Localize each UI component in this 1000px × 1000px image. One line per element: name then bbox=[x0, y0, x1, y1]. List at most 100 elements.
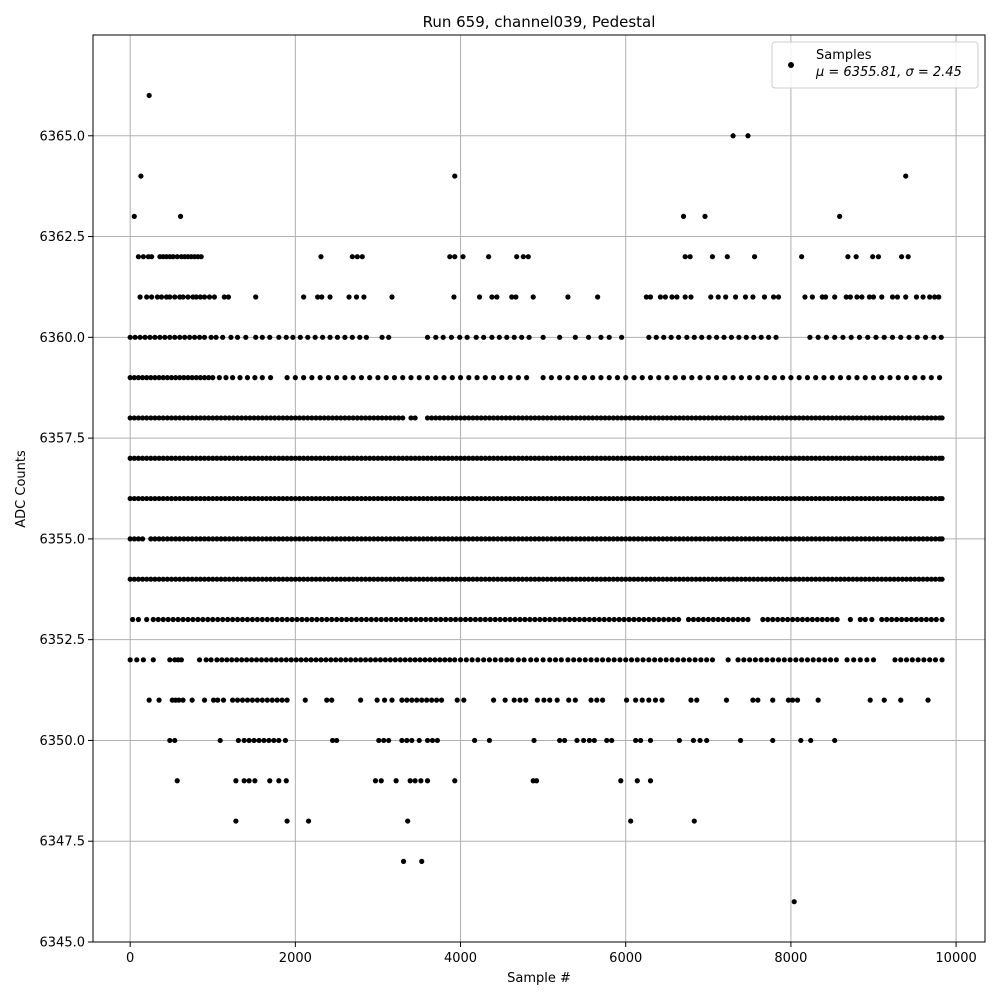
data-point bbox=[400, 576, 406, 582]
data-point bbox=[596, 616, 602, 623]
data-point bbox=[139, 375, 146, 381]
data-point bbox=[924, 536, 930, 542]
data-point bbox=[375, 495, 381, 502]
data-point bbox=[652, 455, 658, 461]
data-point bbox=[222, 415, 228, 421]
data-point bbox=[780, 616, 786, 623]
data-point bbox=[924, 455, 930, 461]
data-point bbox=[585, 455, 592, 461]
data-point bbox=[403, 616, 409, 623]
data-point bbox=[547, 697, 553, 703]
data-point bbox=[131, 455, 137, 461]
data-point bbox=[914, 334, 920, 340]
data-point bbox=[274, 616, 280, 623]
data-point bbox=[837, 536, 844, 542]
data-point bbox=[243, 536, 249, 542]
data-point bbox=[791, 899, 797, 905]
data-point bbox=[565, 657, 571, 663]
data-point bbox=[705, 576, 711, 582]
data-point bbox=[181, 576, 187, 582]
data-point bbox=[416, 576, 422, 582]
data-point bbox=[577, 576, 583, 582]
data-point bbox=[920, 536, 926, 542]
data-point bbox=[354, 576, 360, 582]
data-point bbox=[668, 536, 674, 542]
data-point bbox=[324, 697, 330, 703]
data-point bbox=[174, 778, 180, 784]
data-point bbox=[853, 254, 859, 260]
data-point bbox=[750, 697, 756, 703]
data-point bbox=[780, 455, 786, 461]
data-point bbox=[627, 495, 633, 502]
data-point bbox=[792, 415, 798, 421]
data-point bbox=[462, 455, 468, 461]
data-point bbox=[466, 536, 472, 542]
data-point bbox=[280, 495, 286, 502]
data-point bbox=[226, 455, 232, 461]
data-point bbox=[697, 495, 703, 502]
data-point bbox=[737, 737, 744, 744]
data-point bbox=[548, 495, 554, 502]
data-point bbox=[552, 455, 559, 461]
data-point bbox=[358, 415, 365, 421]
data-point bbox=[846, 536, 852, 542]
data-point bbox=[594, 415, 600, 421]
data-point bbox=[470, 576, 476, 582]
data-point bbox=[507, 576, 513, 582]
data-point bbox=[338, 455, 344, 461]
data-point bbox=[381, 697, 388, 703]
data-point bbox=[847, 616, 853, 623]
data-point bbox=[168, 495, 175, 502]
data-point bbox=[701, 536, 707, 542]
data-point bbox=[854, 415, 860, 421]
data-point bbox=[581, 576, 588, 582]
data-point bbox=[821, 415, 827, 421]
data-point bbox=[168, 455, 175, 461]
data-point bbox=[691, 334, 697, 340]
data-point bbox=[507, 375, 513, 381]
data-point bbox=[569, 495, 575, 502]
data-point bbox=[898, 697, 904, 703]
data-point bbox=[743, 334, 749, 340]
data-point bbox=[152, 375, 158, 381]
data-point bbox=[819, 616, 825, 623]
data-point bbox=[226, 495, 232, 502]
data-point bbox=[627, 415, 633, 421]
data-point bbox=[222, 495, 228, 502]
data-point bbox=[252, 375, 258, 381]
data-point bbox=[226, 536, 232, 542]
data-point bbox=[540, 375, 546, 381]
data-point bbox=[899, 495, 906, 502]
data-point bbox=[180, 697, 186, 703]
data-point bbox=[905, 254, 911, 260]
y-tick-label: 6347.5 bbox=[40, 835, 86, 850]
data-point bbox=[858, 576, 864, 582]
data-point bbox=[647, 536, 654, 542]
data-point bbox=[429, 455, 435, 461]
data-point bbox=[511, 415, 517, 421]
data-point bbox=[870, 495, 877, 502]
data-point bbox=[445, 536, 451, 542]
data-point bbox=[552, 616, 558, 623]
data-point bbox=[799, 657, 805, 663]
data-point bbox=[267, 495, 274, 502]
data-point bbox=[150, 657, 156, 663]
data-point bbox=[651, 616, 657, 623]
data-point bbox=[767, 495, 773, 502]
data-point bbox=[412, 455, 418, 461]
data-point bbox=[210, 495, 216, 502]
data-point bbox=[892, 657, 898, 663]
data-point bbox=[837, 495, 844, 502]
data-point bbox=[185, 616, 191, 623]
data-point bbox=[170, 254, 176, 260]
data-point bbox=[246, 778, 252, 784]
data-point bbox=[889, 616, 895, 623]
data-point bbox=[424, 778, 431, 784]
data-point bbox=[309, 576, 315, 582]
data-point bbox=[325, 455, 331, 461]
data-point bbox=[424, 576, 431, 582]
data-point bbox=[544, 415, 550, 421]
data-point bbox=[205, 616, 211, 623]
data-point bbox=[822, 294, 829, 300]
data-point bbox=[532, 495, 538, 502]
